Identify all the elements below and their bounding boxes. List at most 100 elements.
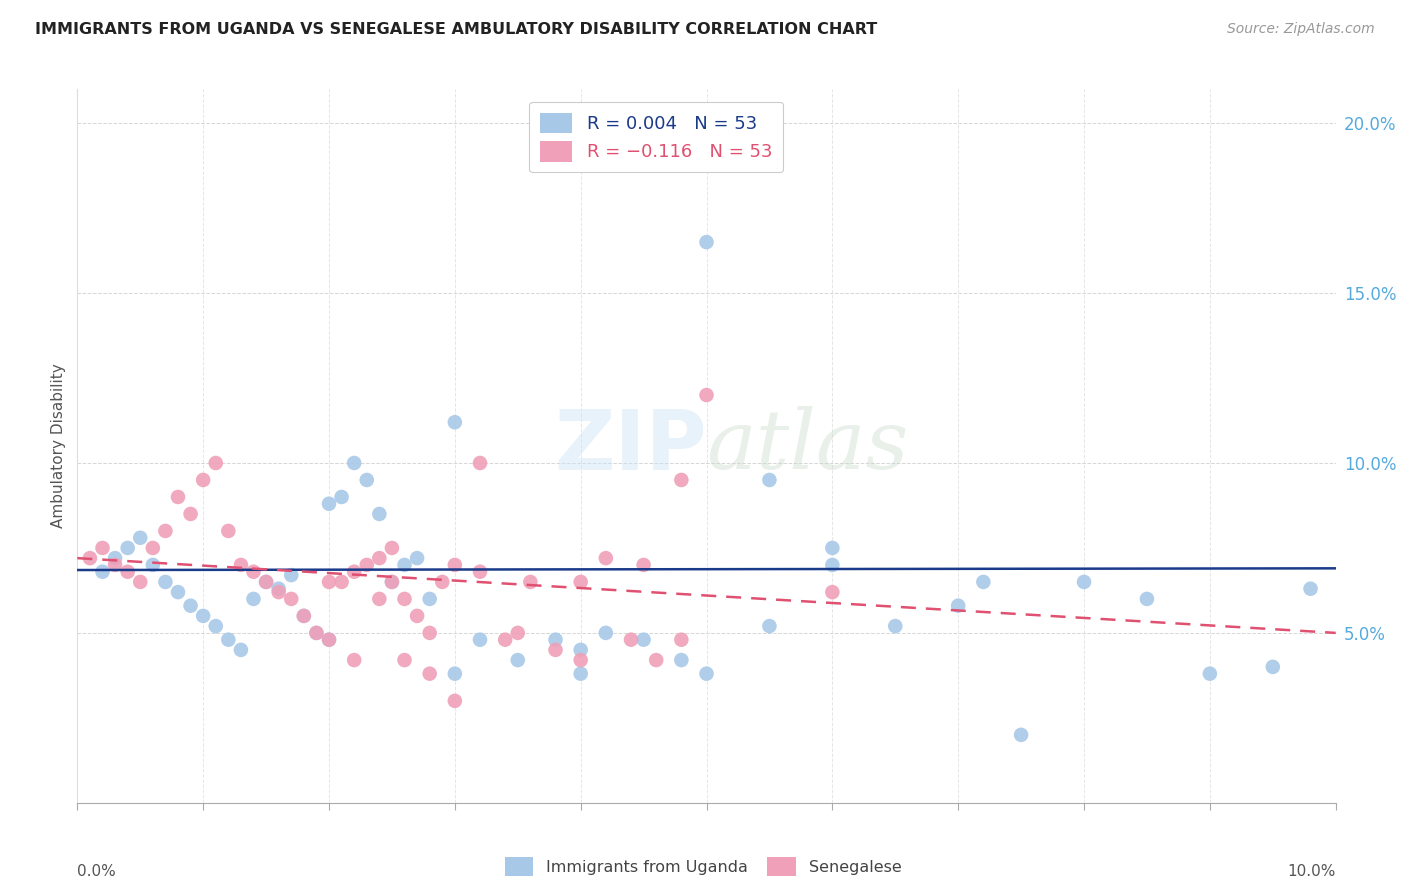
Point: [1136, 591, 1159, 606]
Point: [217, 632, 239, 647]
Point: [318, 632, 340, 647]
Point: [368, 591, 391, 606]
Point: [419, 626, 441, 640]
Point: [444, 666, 467, 681]
Point: [155, 574, 177, 589]
Point: [506, 626, 529, 640]
Point: [633, 558, 655, 572]
Point: [671, 473, 693, 487]
Point: [343, 653, 366, 667]
Point: [343, 456, 366, 470]
Point: [468, 456, 491, 470]
Point: [356, 558, 378, 572]
Point: [394, 653, 416, 667]
Point: [180, 599, 202, 613]
Point: [595, 626, 617, 640]
Point: [267, 585, 290, 599]
Legend: R = 0.004   N = 53, R = −0.116   N = 53: R = 0.004 N = 53, R = −0.116 N = 53: [529, 102, 783, 172]
Point: [884, 619, 907, 633]
Point: [292, 608, 315, 623]
Point: [343, 565, 366, 579]
Point: [444, 694, 467, 708]
Point: [821, 585, 844, 599]
Point: [406, 551, 429, 566]
Point: [948, 599, 970, 613]
Point: [91, 541, 114, 555]
Point: [468, 565, 491, 579]
Text: ZIP: ZIP: [554, 406, 707, 486]
Point: [406, 608, 429, 623]
Point: [318, 574, 340, 589]
Point: [356, 473, 378, 487]
Point: [318, 632, 340, 647]
Point: [821, 558, 844, 572]
Text: atlas: atlas: [707, 406, 908, 486]
Point: [444, 415, 467, 429]
Point: [267, 582, 290, 596]
Point: [758, 619, 780, 633]
Text: 0.0%: 0.0%: [77, 864, 117, 879]
Point: [242, 591, 264, 606]
Text: 10.0%: 10.0%: [1288, 864, 1336, 879]
Point: [280, 568, 302, 582]
Point: [506, 653, 529, 667]
Point: [620, 632, 643, 647]
Point: [381, 574, 404, 589]
Point: [229, 558, 252, 572]
Point: [544, 643, 567, 657]
Point: [1299, 582, 1322, 596]
Point: [142, 541, 165, 555]
Point: [696, 388, 718, 402]
Point: [519, 574, 541, 589]
Point: [1261, 660, 1284, 674]
Point: [419, 666, 441, 681]
Point: [280, 591, 302, 606]
Point: [444, 558, 467, 572]
Point: [104, 558, 127, 572]
Point: [292, 608, 315, 623]
Point: [1073, 574, 1095, 589]
Point: [104, 551, 127, 566]
Point: [191, 473, 215, 487]
Point: [1010, 728, 1032, 742]
Text: Source: ZipAtlas.com: Source: ZipAtlas.com: [1227, 22, 1375, 37]
Point: [91, 565, 114, 579]
Point: [394, 558, 416, 572]
Point: [671, 632, 693, 647]
Point: [368, 551, 391, 566]
Legend: Immigrants from Uganda, Senegalese: Immigrants from Uganda, Senegalese: [498, 851, 908, 882]
Point: [633, 632, 655, 647]
Point: [1198, 666, 1220, 681]
Point: [671, 653, 693, 667]
Point: [468, 632, 491, 647]
Point: [569, 643, 592, 657]
Point: [180, 507, 202, 521]
Point: [494, 632, 516, 647]
Point: [217, 524, 239, 538]
Point: [569, 653, 592, 667]
Point: [394, 591, 416, 606]
Point: [696, 666, 718, 681]
Point: [167, 490, 190, 504]
Point: [117, 541, 139, 555]
Point: [254, 574, 277, 589]
Point: [544, 632, 567, 647]
Point: [117, 565, 139, 579]
Y-axis label: Ambulatory Disability: Ambulatory Disability: [51, 364, 66, 528]
Point: [229, 643, 252, 657]
Point: [821, 541, 844, 555]
Point: [432, 574, 454, 589]
Point: [129, 531, 152, 545]
Point: [381, 574, 404, 589]
Point: [305, 626, 328, 640]
Point: [569, 666, 592, 681]
Point: [595, 551, 617, 566]
Point: [142, 558, 165, 572]
Point: [569, 574, 592, 589]
Point: [242, 565, 264, 579]
Point: [191, 608, 215, 623]
Point: [972, 574, 994, 589]
Point: [419, 591, 441, 606]
Point: [381, 541, 404, 555]
Text: IMMIGRANTS FROM UGANDA VS SENEGALESE AMBULATORY DISABILITY CORRELATION CHART: IMMIGRANTS FROM UGANDA VS SENEGALESE AMB…: [35, 22, 877, 37]
